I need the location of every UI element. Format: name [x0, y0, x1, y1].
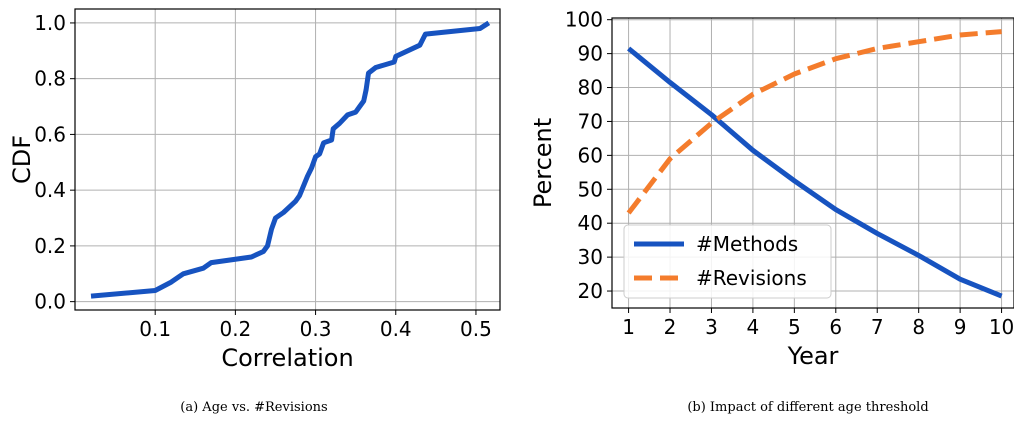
- y-tick-label: 60: [578, 143, 603, 167]
- x-tick-label: 5: [788, 315, 801, 339]
- x-tick-label: 10: [989, 315, 1014, 339]
- y-tick-label: 0.2: [34, 234, 66, 258]
- y-tick-label: 20: [578, 279, 603, 303]
- y-tick-label: 0.0: [34, 290, 66, 314]
- methods-line: [627, 46, 1003, 299]
- y-axis-label: Percent: [529, 118, 557, 208]
- x-tick-label: 2: [664, 315, 677, 339]
- legend-label-methods: #Methods: [696, 232, 798, 256]
- x-tick-label: 1: [622, 315, 635, 339]
- x-tick-label: 6: [829, 315, 842, 339]
- plot-frame: [74, 8, 501, 311]
- y-tick-label: 0.4: [34, 178, 66, 202]
- caption-a: (a) Age vs. #Revisions: [180, 400, 327, 415]
- x-tick-label: 0.3: [300, 317, 332, 341]
- y-tick-label: 80: [578, 76, 603, 100]
- caption-b: (b) Impact of different age threshold: [687, 400, 928, 415]
- y-tick-label: 70: [578, 109, 603, 133]
- revisions-line: [626, 29, 1002, 215]
- x-axis-label: Correlation: [221, 344, 353, 372]
- cdf-line: [90, 20, 491, 299]
- age-threshold-chart: 1 2 3 4 5 6 7 8 9 10 20 30 40 50 60 70 80 90 100 Year Percen…: [529, 8, 1014, 370]
- x-tick-label: 7: [871, 315, 884, 339]
- plot-frame: [611, 17, 1014, 309]
- y-tick-label: 100: [565, 8, 603, 32]
- y-tick-label: 0.6: [34, 122, 66, 146]
- y-tick-label: 1.0: [34, 11, 66, 35]
- y-tick-label: 40: [578, 211, 603, 235]
- x-tick-label: 3: [705, 315, 718, 339]
- x-tick-label: 4: [747, 315, 760, 339]
- x-tick-label: 0.1: [139, 317, 171, 341]
- x-tick-label: 8: [912, 315, 925, 339]
- legend-label-revisions: #Revisions: [696, 266, 807, 290]
- y-tick-label: 90: [578, 42, 603, 66]
- x-tick-label: 9: [954, 315, 967, 339]
- y-axis-label: CDF: [8, 135, 36, 184]
- x-axis-label: Year: [787, 342, 839, 370]
- y-tick-label: 0.8: [34, 67, 66, 91]
- legend: #Methods #Revisions: [623, 224, 832, 299]
- x-tick-label: 0.2: [219, 317, 251, 341]
- x-tick-label: 0.5: [460, 317, 492, 341]
- cdf-chart: 0.1 0.2 0.3 0.4 0.5 0.0 0.2 0.4 0.6 0.8 1.0 Correla…: [8, 8, 501, 372]
- y-tick-label: 50: [578, 177, 603, 201]
- x-tick-label: 0.4: [380, 317, 412, 341]
- y-tick-label: 30: [578, 245, 603, 269]
